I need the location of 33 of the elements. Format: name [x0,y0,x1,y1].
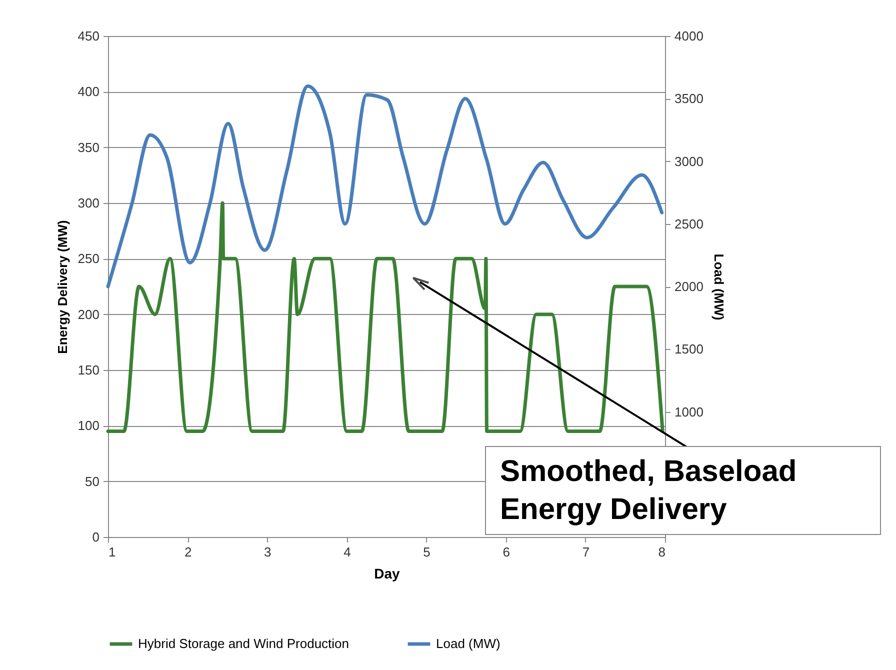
y2-tick-label: 4000 [674,28,704,44]
y-tick-label: 450 [78,28,100,44]
y-tick-label: 0 [92,530,100,544]
y-axis-title: Energy Delivery (MW) [54,220,70,354]
y-tick-label: 350 [78,140,100,155]
y-tick-label: 100 [78,418,100,434]
y2-tick-label: 3500 [674,91,704,106]
y2-tick-label: 3000 [674,154,704,169]
x-tick-label: 7 [582,544,590,560]
x-tick-label: 3 [264,544,272,560]
callout-box: Smoothed, Baseload Energy Delivery [485,446,881,535]
y-tick-label: 50 [85,474,100,489]
x-tick-label: 4 [344,544,351,560]
x-tick-label: 1 [108,544,116,560]
x-tick-label: 2 [184,544,192,560]
y2-axis-title: Load (MW) [711,254,726,320]
x-axis-title: Day [374,566,400,582]
x-tick-label: 6 [502,544,510,560]
y-tick-label: 250 [78,251,100,266]
y2-tick-label: 2500 [674,216,704,232]
y2-tick-label: 1000 [674,404,704,420]
x-tick-label: 5 [423,544,430,560]
y-tick-label: 300 [78,196,100,210]
legend-label: Load (MW) [436,636,500,651]
legend-label: Hybrid Storage and Wind Production [138,636,350,651]
y-tick-label: 150 [78,362,100,378]
line-series [106,84,664,288]
x-tick-label: 8 [658,544,666,560]
line-series [106,201,664,433]
y2-tick-label: 1500 [674,342,704,357]
y2-tick-label: 2000 [674,279,704,294]
y-tick-label: 200 [78,306,100,322]
y-tick-label: 400 [78,84,100,100]
